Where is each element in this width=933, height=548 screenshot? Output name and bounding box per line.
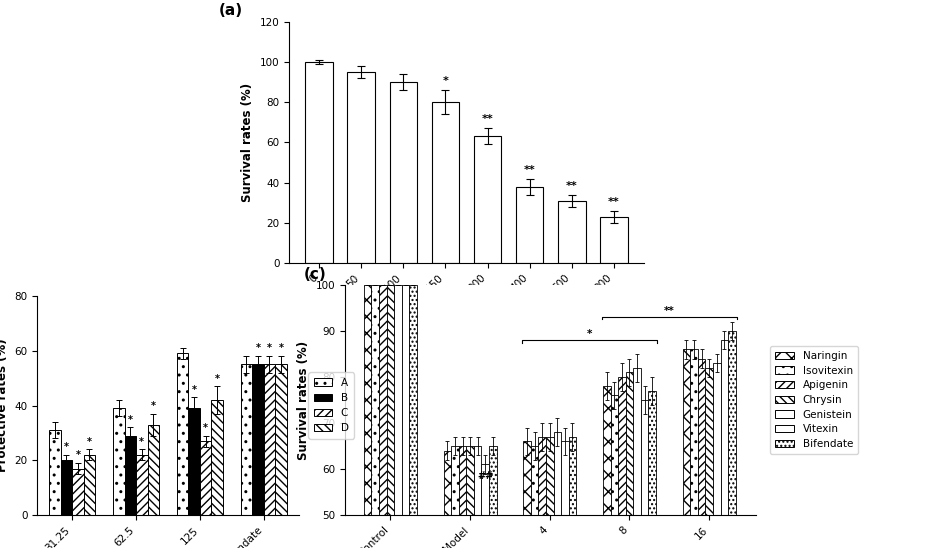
Text: *: * [64, 442, 69, 452]
Text: **: ** [523, 164, 536, 175]
Legend: A, B, C, D: A, B, C, D [309, 373, 354, 438]
Bar [634, 368, 641, 548]
Bar [705, 368, 713, 548]
Bar [546, 437, 553, 548]
Bar [394, 285, 402, 548]
Bar [603, 386, 610, 548]
Text: *: * [128, 415, 132, 425]
Bar [474, 136, 501, 263]
X-axis label: Concentration (μmol/L): Concentration (μmol/L) [390, 299, 543, 312]
Bar [610, 396, 619, 548]
Bar [124, 436, 136, 515]
Bar [626, 373, 634, 548]
Bar [443, 450, 452, 548]
Bar [72, 469, 84, 515]
Text: *: * [256, 344, 260, 353]
Bar [390, 82, 417, 263]
Text: *: * [87, 437, 92, 447]
Bar [600, 217, 628, 263]
Bar [569, 437, 577, 548]
Bar [459, 446, 466, 548]
Bar [466, 446, 474, 548]
Bar [275, 364, 286, 515]
Bar [516, 187, 543, 263]
Bar [61, 460, 72, 515]
Bar [113, 408, 124, 515]
Bar [84, 455, 95, 515]
Bar [489, 446, 496, 548]
Bar [698, 358, 705, 548]
Text: *: * [278, 344, 284, 353]
Text: *: * [267, 344, 272, 353]
Text: *: * [139, 437, 145, 447]
Bar [561, 442, 569, 548]
Bar [558, 201, 586, 263]
Bar [402, 285, 410, 548]
Bar [538, 437, 546, 548]
Text: *: * [76, 450, 80, 460]
Bar [264, 364, 275, 515]
Bar [728, 331, 736, 548]
Bar [136, 455, 147, 515]
Bar [241, 364, 252, 515]
Bar [690, 350, 698, 548]
Bar [364, 285, 371, 548]
Legend: Naringin, Isovitexin, Apigenin, Chrysin, Genistein, Vitexin, Bifendate: Naringin, Isovitexin, Apigenin, Chrysin,… [771, 346, 858, 454]
Bar [523, 442, 531, 548]
Y-axis label: Survival rates (%): Survival rates (%) [298, 340, 311, 460]
Y-axis label: Survival rates (%): Survival rates (%) [242, 83, 254, 202]
Text: *: * [151, 401, 156, 411]
Bar [386, 285, 394, 548]
Bar [452, 446, 459, 548]
Text: **: ** [608, 197, 620, 207]
Bar [648, 391, 656, 548]
Bar [177, 353, 188, 515]
Bar [641, 400, 648, 548]
Text: *: * [191, 385, 197, 395]
Bar [305, 62, 333, 263]
Bar [212, 400, 223, 515]
Bar [49, 430, 61, 515]
Y-axis label: Protective rates (%): Protective rates (%) [0, 339, 9, 472]
Bar [410, 285, 417, 548]
Bar [531, 446, 538, 548]
Bar [432, 102, 459, 263]
Bar [371, 285, 379, 548]
Text: (c): (c) [304, 266, 327, 282]
Bar [619, 377, 626, 548]
Bar [683, 350, 690, 548]
Bar [379, 285, 386, 548]
Bar [147, 425, 159, 515]
Bar [474, 446, 481, 548]
Bar [188, 408, 200, 515]
Text: *: * [215, 374, 219, 384]
Text: *: * [587, 329, 592, 339]
Bar [200, 441, 212, 515]
Bar [347, 72, 375, 263]
Text: (a): (a) [218, 3, 243, 18]
Bar [481, 465, 489, 548]
Text: **: ** [481, 115, 494, 124]
Bar [720, 340, 728, 548]
Text: **: ** [664, 306, 675, 316]
Text: *: * [203, 423, 208, 433]
Text: **: ** [566, 181, 578, 191]
Bar [553, 432, 561, 548]
Text: *: * [442, 76, 449, 86]
Text: ##: ## [477, 471, 494, 481]
Bar [713, 363, 720, 548]
Bar [252, 364, 264, 515]
